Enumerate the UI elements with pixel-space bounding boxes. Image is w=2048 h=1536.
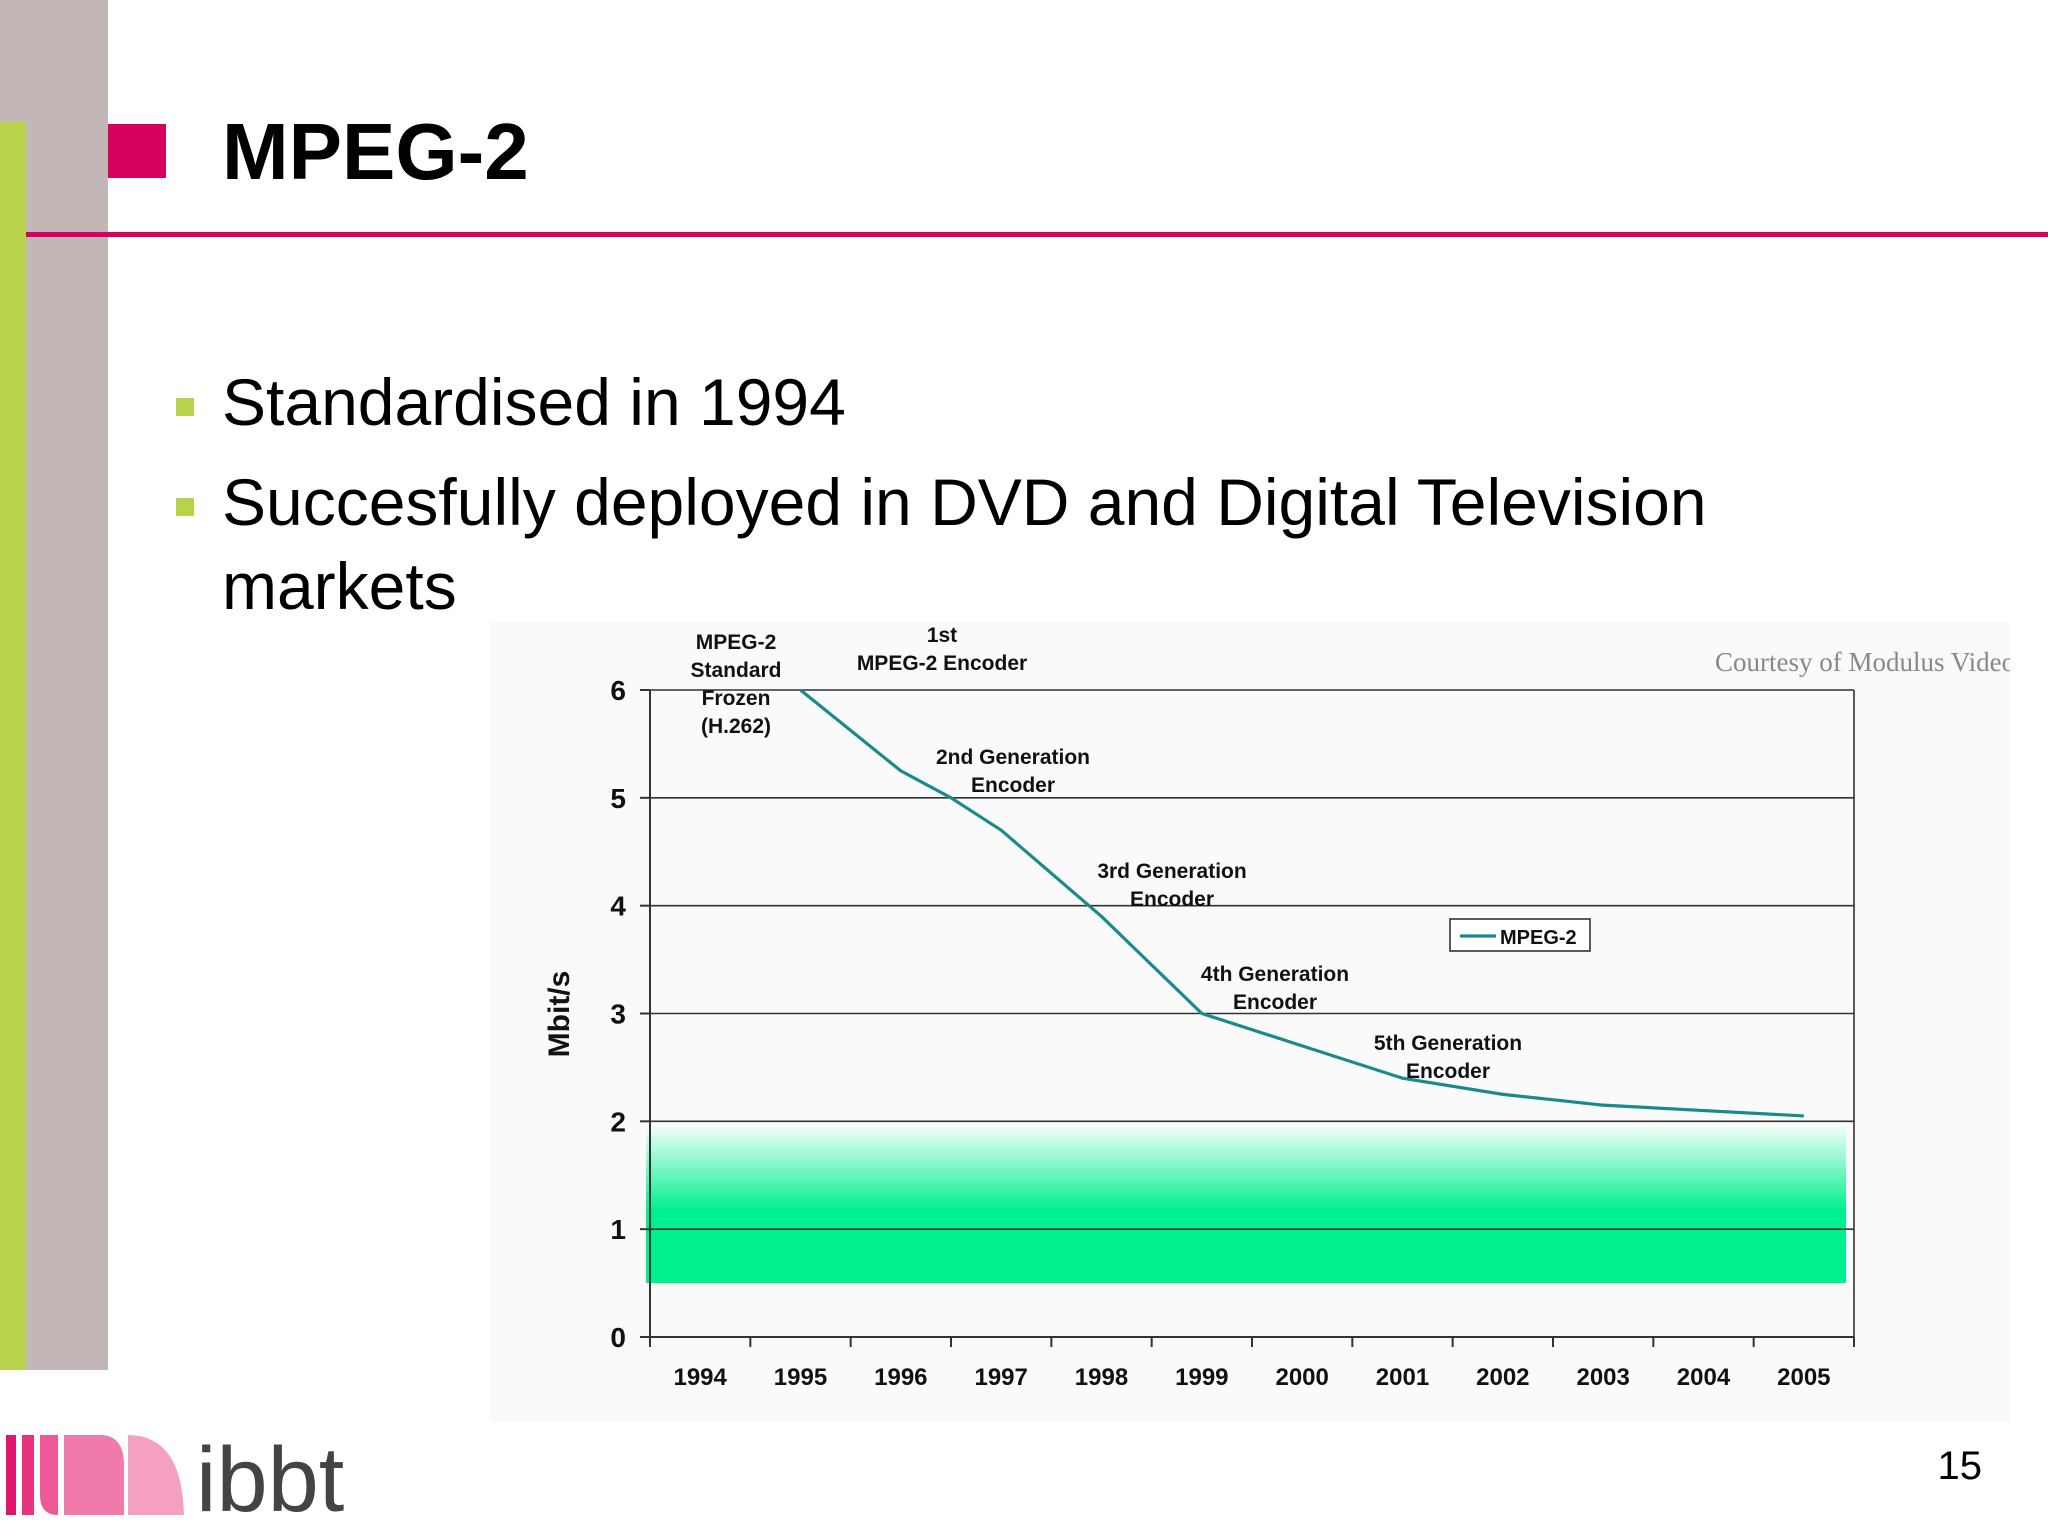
y-tick-label: 5	[610, 783, 626, 814]
bullet-text: Standardised in 1994	[222, 365, 846, 439]
x-tick-label: 1995	[774, 1364, 827, 1391]
title-marker	[108, 124, 166, 178]
y-tick-label: 4	[610, 891, 626, 922]
bullet-item: Standardised in 1994	[170, 360, 1870, 444]
shaded-band	[646, 1121, 1846, 1284]
x-tick-label: 1996	[874, 1364, 927, 1391]
y-tick-label: 6	[610, 675, 626, 706]
y-axis-label: Mbit/s	[543, 971, 576, 1058]
chart-annotation: 3rd Generation Encoder	[1097, 860, 1246, 911]
chart-annotation: 2nd Generation Encoder	[936, 746, 1090, 797]
y-tick-label: 2	[610, 1106, 626, 1137]
x-tick-label: 1999	[1175, 1364, 1228, 1391]
bullet-text: Succesfully deployed in DVD and Digital …	[222, 465, 1707, 623]
chart-annotation: 1st MPEG-2 Encoder	[857, 624, 1027, 675]
bullet-square-icon	[176, 498, 194, 516]
chart-courtesy: Courtesy of Modulus Video	[1715, 647, 2010, 677]
x-tick-label: 2000	[1275, 1364, 1328, 1391]
bitrate-chart: 0 1 2 3 4 5 6 1994 1995 1996 1997 1998 1999 2000 2001 2…	[490, 622, 2010, 1422]
y-tick-label: 1	[610, 1214, 626, 1245]
x-tick-label: 1997	[974, 1364, 1027, 1391]
series-line-mpeg2	[799, 688, 1804, 1118]
x-tick-label: 2004	[1677, 1364, 1731, 1391]
x-tick-label: 2005	[1777, 1364, 1830, 1391]
page-number: 15	[1937, 1444, 1983, 1488]
legend-label: MPEG-2	[1500, 927, 1577, 949]
title-divider	[26, 232, 2048, 237]
x-tick-label: 1994	[673, 1364, 727, 1391]
chart-background	[490, 622, 2010, 1422]
slide-title: MPEG-2	[222, 107, 529, 196]
chart-annotation: 5th Generation Encoder	[1374, 1032, 1522, 1083]
y-tick-label: 0	[610, 1322, 626, 1353]
x-tick-label: 2003	[1576, 1364, 1629, 1391]
left-green-bar	[0, 122, 26, 1370]
bullet-square-icon	[176, 398, 194, 416]
bullet-list: Standardised in 1994 Succesfully deploye…	[170, 360, 1870, 644]
chart-annotation: MPEG-2 Standard Frozen (H.262)	[690, 631, 781, 738]
x-tick-label: 1998	[1075, 1364, 1128, 1391]
bullet-item: Succesfully deployed in DVD and Digital …	[170, 460, 1870, 628]
x-tick-label: 2001	[1376, 1364, 1429, 1391]
x-tick-label: 2002	[1476, 1364, 1529, 1391]
y-tick-label: 3	[610, 999, 626, 1030]
logo-text: ibbt	[196, 1429, 344, 1531]
chart-annotation: 4th Generation Encoder	[1201, 963, 1349, 1014]
ibbt-logo: ibbt	[6, 1429, 344, 1531]
